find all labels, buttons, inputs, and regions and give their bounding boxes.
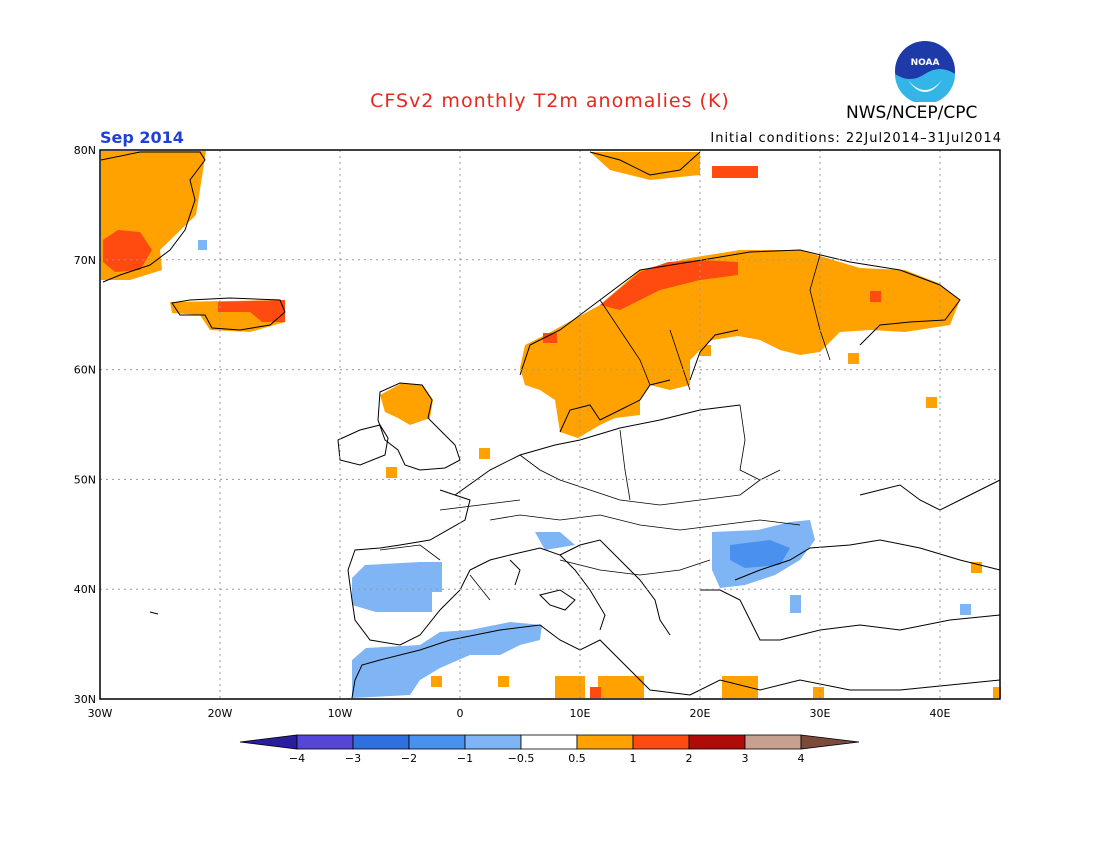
lat-tick-label: 70N: [74, 254, 96, 267]
lat-tick-label: 30N: [74, 693, 96, 706]
lon-tick-labels: 30W 20W 10W 0 10E 20E 30E 40E: [88, 707, 951, 720]
country-borders: [379, 254, 831, 601]
colorbar-label: 2: [686, 752, 693, 765]
colorbar-label: 3: [742, 752, 749, 765]
colorbar-label: 1: [630, 752, 637, 765]
colorbar-segment: [296, 734, 354, 750]
lat-tick-label: 80N: [74, 144, 96, 157]
colorbar-segment: [576, 734, 634, 750]
lat-tick-label: 50N: [74, 473, 96, 486]
org-label: NWS/NCEP/CPC: [846, 103, 978, 123]
anomaly-hot-areas: [103, 166, 881, 698]
map-title: CFSv2 monthly T2m anomalies (K): [370, 90, 730, 112]
lon-tick-label: 10E: [570, 707, 591, 720]
colorbar-segment: [408, 734, 466, 750]
lat-tick-labels: 30N 40N 50N 60N 70N 80N: [74, 144, 96, 706]
colorbar-segment: [352, 734, 410, 750]
noaa-logo-icon: NOAA: [895, 41, 955, 102]
colorbar-arrow-high: [800, 734, 860, 750]
anomaly-warm-areas: [101, 151, 1001, 698]
colorbar-arrow-low: [239, 734, 298, 750]
colorbar: [239, 734, 860, 750]
grid-lines: [100, 150, 1000, 699]
colorbar-segment: [520, 734, 578, 750]
initial-conditions-label: Initial conditions: 22Jul2014–31Jul2014: [710, 131, 1002, 146]
lon-tick-label: 30W: [88, 707, 113, 720]
lon-tick-label: 0: [457, 707, 464, 720]
svg-text:NOAA: NOAA: [911, 58, 940, 68]
colorbar-label: −0.5: [508, 752, 535, 765]
colorbar-segment: [744, 734, 802, 750]
coastlines: [100, 151, 1001, 699]
colorbar-label: −1: [457, 752, 473, 765]
period-label: Sep 2014: [100, 128, 184, 147]
colorbar-labels: −4 −3 −2 −1 −0.5 0.5 1 2 3 4: [289, 752, 805, 765]
lon-tick-label: 40E: [930, 707, 951, 720]
lon-tick-label: 20W: [208, 707, 233, 720]
colorbar-label: −4: [289, 752, 305, 765]
lon-tick-label: 20E: [690, 707, 711, 720]
colorbar-segment: [688, 734, 746, 750]
colorbar-segment: [464, 734, 522, 750]
lat-tick-label: 60N: [74, 364, 96, 377]
lat-tick-label: 40N: [74, 583, 96, 596]
colorbar-segment: [632, 734, 690, 750]
lon-tick-label: 30E: [810, 707, 831, 720]
lon-tick-label: 10W: [328, 707, 353, 720]
colorbar-label: −2: [401, 752, 417, 765]
colorbar-label: −3: [345, 752, 361, 765]
colorbar-label: 4: [798, 752, 805, 765]
colorbar-label: 0.5: [568, 752, 586, 765]
anomaly-cold-areas: [730, 540, 790, 568]
map-frame: [99, 149, 1001, 700]
